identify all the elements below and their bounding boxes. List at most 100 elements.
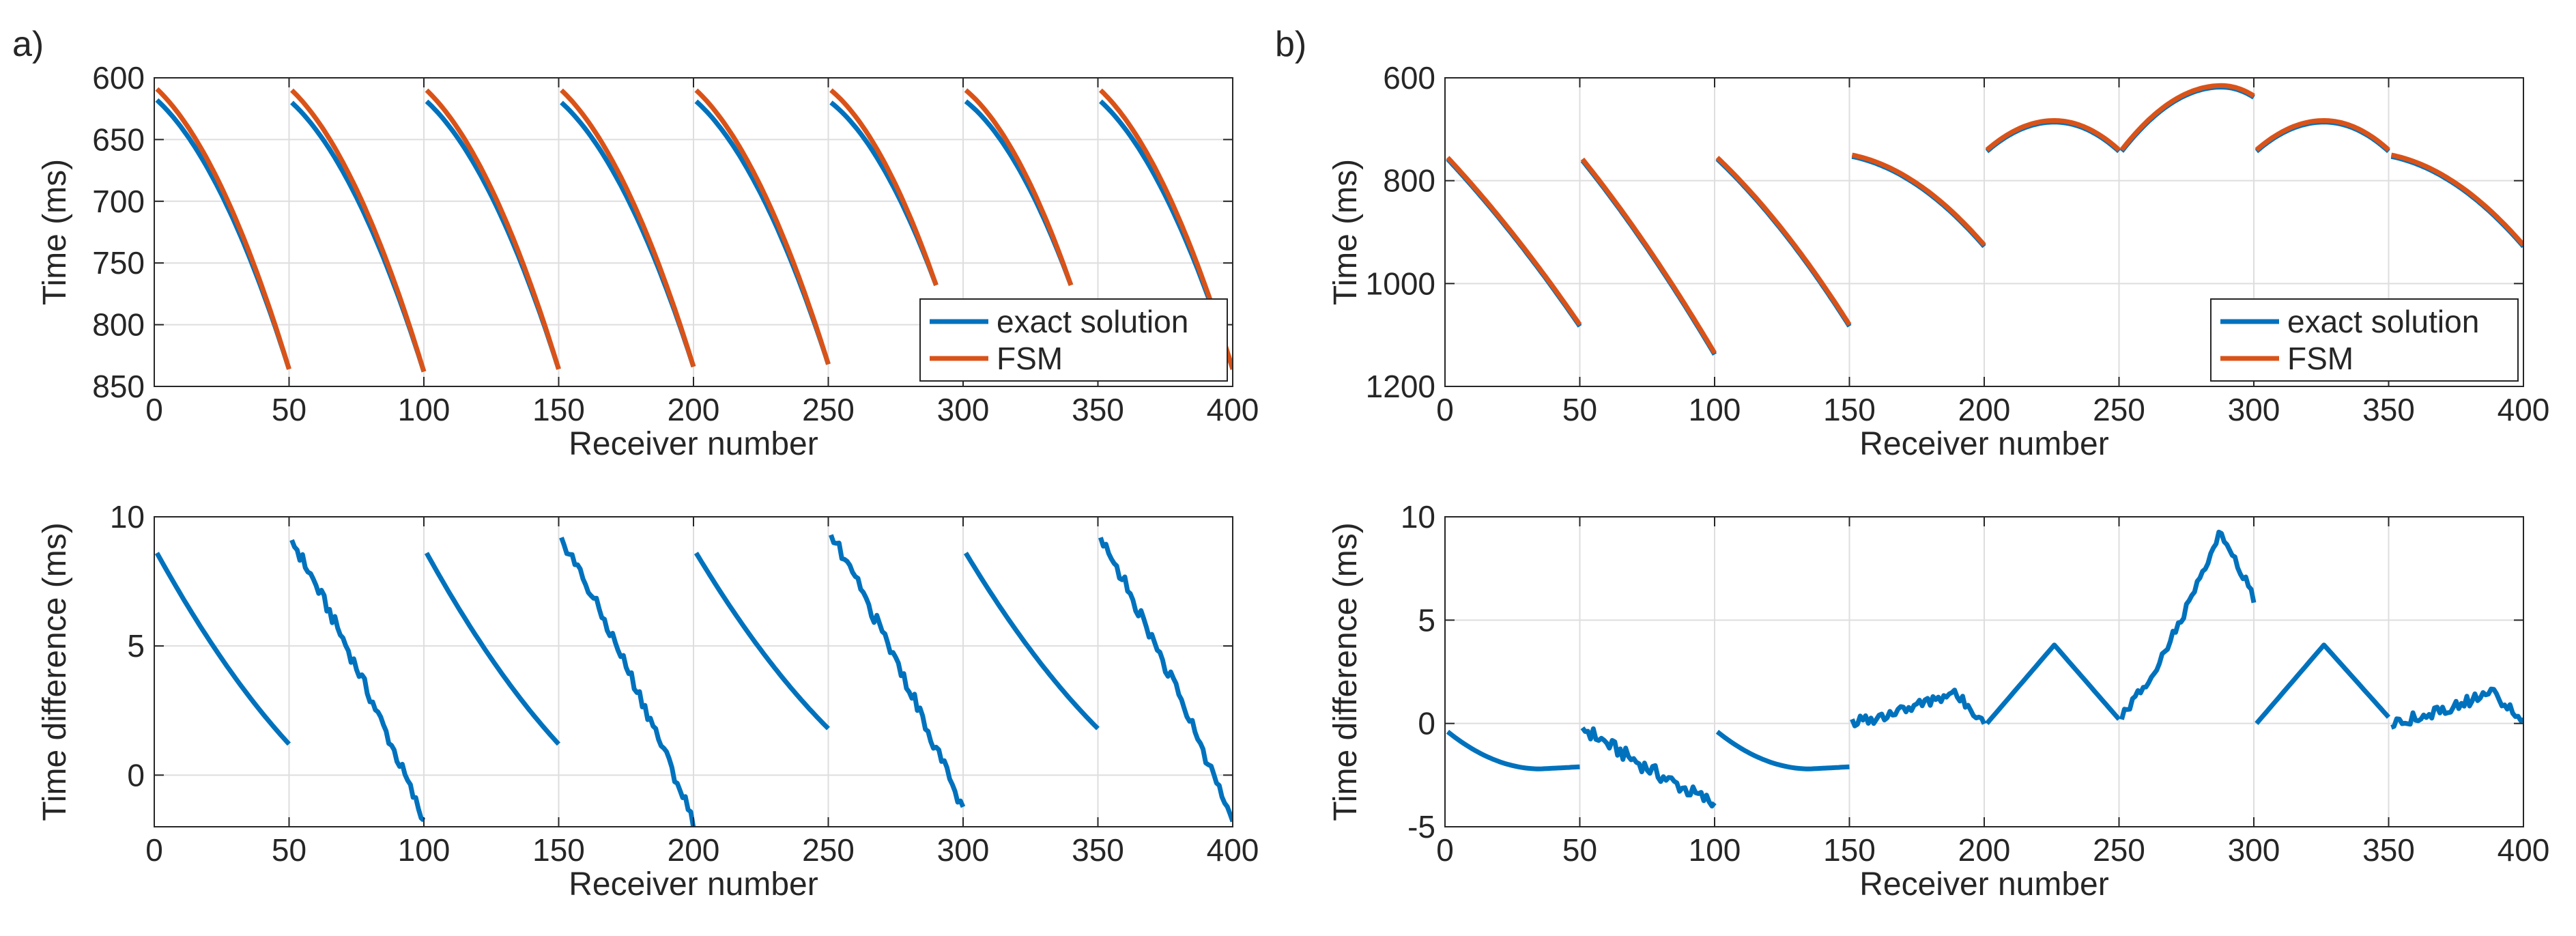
fsm-line-5 xyxy=(829,88,939,286)
x-tick-label-6: 300 xyxy=(937,392,990,427)
series-b_bottom xyxy=(1446,529,2523,809)
diff-line-4 xyxy=(1985,642,2121,725)
x-tick-label-1: 50 xyxy=(1562,392,1597,427)
x-tick-label-2: 100 xyxy=(398,392,450,427)
fsm-line-0 xyxy=(155,87,291,370)
x-tick-label-7: 350 xyxy=(1072,832,1124,868)
fsm-line-3 xyxy=(1851,152,1986,247)
legend-label-0: exact solution xyxy=(2287,304,2479,339)
fsm-line-7 xyxy=(2390,152,2523,247)
diff-line-2 xyxy=(424,552,561,746)
exact-line-1 xyxy=(1580,159,1717,356)
x-axis-label: Receiver number xyxy=(1859,866,2109,903)
fsm-line-4 xyxy=(694,88,831,365)
y-tick-label-4: 800 xyxy=(92,307,145,343)
y-axis-label: Time difference (ms) xyxy=(37,522,73,821)
x-tick-label-8: 400 xyxy=(2498,392,2550,427)
y-tick-label-2: 10 xyxy=(110,499,145,535)
fsm-line-1 xyxy=(1580,157,1717,354)
x-tick-label-4: 200 xyxy=(668,392,720,427)
fsm-line-2 xyxy=(1715,156,1852,326)
y-tick-label-5: 850 xyxy=(92,369,145,404)
legend-box xyxy=(919,298,1228,382)
y-tick-label-1: 800 xyxy=(1383,163,1435,199)
x-axis-label: Receiver number xyxy=(569,426,818,462)
y-tick-label-0: 0 xyxy=(127,757,145,793)
x-tick-label-6: 300 xyxy=(2228,832,2280,868)
diff-line-7 xyxy=(2390,686,2523,730)
y-tick-label-2: 700 xyxy=(92,184,145,219)
fsm-line-5 xyxy=(2119,83,2255,152)
chart-b_top: 0 50 100 150 200 250 300 350 400 600 800 1000 1200 Re… xyxy=(1328,60,2549,462)
x-tick-label-4: 200 xyxy=(1958,832,2011,868)
x-tick-label-2: 100 xyxy=(398,832,450,868)
x-tick-label-0: 0 xyxy=(1436,392,1454,427)
x-tick-label-3: 150 xyxy=(1823,392,1876,427)
chart-a_bottom: 0 50 100 150 200 250 300 350 400 0 5 10 Receiver num… xyxy=(37,499,1259,903)
y-tick-label-2: 5 xyxy=(1418,602,1435,638)
x-tick-label-7: 350 xyxy=(2362,392,2415,427)
y-tick-label-0: 600 xyxy=(1383,60,1435,96)
diff-line-0 xyxy=(154,552,291,746)
x-axis-label: Receiver number xyxy=(569,866,818,903)
x-tick-label-1: 50 xyxy=(1562,832,1597,868)
x-tick-label-4: 200 xyxy=(668,832,720,868)
panel-label-b: b) xyxy=(1275,25,1306,64)
chart-a_top: 0 50 100 150 200 250 300 350 400 600 650 700 750 800 8… xyxy=(37,60,1259,462)
y-tick-label-1: 0 xyxy=(1418,706,1435,741)
exact-line-1 xyxy=(290,100,427,373)
y-tick-label-0: -5 xyxy=(1407,809,1435,845)
diff-line-5 xyxy=(2119,529,2257,720)
x-tick-label-0: 0 xyxy=(145,832,163,868)
fsm-line-2 xyxy=(425,88,561,370)
x-tick-label-5: 250 xyxy=(802,832,855,868)
x-tick-label-7: 350 xyxy=(2362,832,2415,868)
fsm-line-6 xyxy=(964,88,1074,286)
exact-line-7 xyxy=(2390,154,2523,249)
x-tick-label-5: 250 xyxy=(2093,832,2145,868)
x-tick-label-7: 350 xyxy=(1072,392,1124,427)
fsm-line-6 xyxy=(2255,118,2390,152)
x-tick-label-8: 400 xyxy=(1207,392,1259,427)
exact-line-6 xyxy=(964,99,1074,286)
diff-line-6 xyxy=(963,552,1100,731)
exact-line-3 xyxy=(560,100,696,368)
diff-line-4 xyxy=(693,552,830,731)
legend-label-1: FSM xyxy=(997,341,1063,376)
x-tick-label-6: 300 xyxy=(937,832,990,868)
diff-line-0 xyxy=(1446,730,1580,771)
x-tick-label-0: 0 xyxy=(1436,832,1454,868)
x-tick-label-1: 50 xyxy=(272,392,306,427)
series-a_top xyxy=(155,87,1233,373)
x-tick-label-6: 300 xyxy=(2228,392,2280,427)
plots: 0 50 100 150 200 250 300 350 4006006507007508008… xyxy=(37,60,2549,903)
x-tick-label-0: 0 xyxy=(145,392,163,427)
x-tick-label-2: 100 xyxy=(1689,832,1741,868)
y-tick-label-1: 650 xyxy=(92,122,145,157)
exact-line-5 xyxy=(829,100,939,286)
exact-line-0 xyxy=(155,98,291,370)
fsm-line-0 xyxy=(1446,156,1582,326)
exact-line-5 xyxy=(2119,85,2255,153)
x-tick-label-8: 400 xyxy=(1207,832,1259,868)
fsm-line-1 xyxy=(290,88,427,373)
fsm-line-3 xyxy=(560,88,696,368)
series-a_bottom xyxy=(154,534,1233,827)
panel-label-a: a) xyxy=(12,25,44,64)
x-tick-label-8: 400 xyxy=(2498,832,2550,868)
y-axis-label: Time (ms) xyxy=(1328,159,1364,305)
y-tick-label-2: 1000 xyxy=(1366,266,1435,301)
y-axis-label: Time (ms) xyxy=(37,159,73,305)
diff-line-1 xyxy=(289,539,426,823)
x-tick-label-3: 150 xyxy=(532,392,585,427)
x-tick-label-3: 150 xyxy=(532,832,585,868)
x-tick-label-3: 150 xyxy=(1823,832,1876,868)
x-axis-label: Receiver number xyxy=(1859,426,2109,462)
x-tick-label-2: 100 xyxy=(1689,392,1741,427)
y-axis-label: Time difference (ms) xyxy=(1328,522,1364,821)
diff-line-3 xyxy=(559,537,696,827)
